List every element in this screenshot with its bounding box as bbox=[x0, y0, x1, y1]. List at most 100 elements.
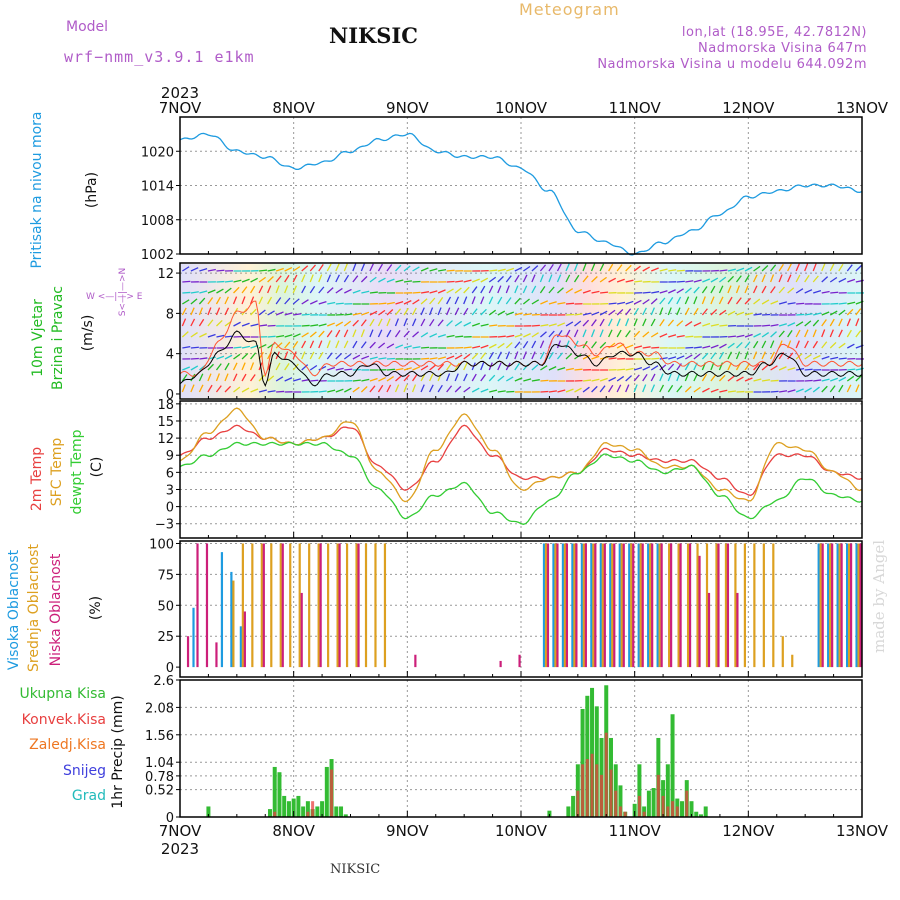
wind-barb bbox=[480, 344, 489, 349]
wind-barb bbox=[642, 318, 647, 327]
wind-barb bbox=[369, 329, 374, 338]
wind-barb bbox=[608, 342, 616, 349]
x-tick-label-top: 11NOV bbox=[609, 99, 662, 117]
wind-barb bbox=[514, 285, 519, 294]
wind-barb bbox=[667, 363, 675, 371]
wind-barb bbox=[258, 374, 265, 382]
wind-barb bbox=[182, 291, 191, 294]
y-tick-label: 0 bbox=[166, 661, 174, 676]
total-precip-bar bbox=[703, 806, 708, 817]
mid-cloud-bar bbox=[592, 543, 595, 668]
wind-barb bbox=[855, 264, 863, 272]
wind-barb bbox=[574, 387, 582, 393]
total-precip-bar bbox=[632, 803, 637, 817]
wind-barb bbox=[599, 377, 608, 382]
total-precip-bar bbox=[689, 801, 694, 817]
conv-precip-bar bbox=[656, 774, 660, 817]
cloud-unit: (%) bbox=[88, 596, 104, 620]
mid-cloud-bar bbox=[762, 543, 765, 668]
year-label-bottom: 2023 bbox=[161, 840, 199, 858]
wind-barb bbox=[275, 362, 281, 371]
wind-barb bbox=[463, 279, 472, 283]
wind-barb bbox=[676, 355, 685, 360]
wind-barb bbox=[600, 291, 609, 294]
mid-cloud-bar bbox=[582, 543, 585, 668]
x-tick-label-top: 12NOV bbox=[722, 99, 775, 117]
wind-barb bbox=[412, 280, 421, 283]
wind-barb bbox=[301, 351, 306, 360]
low-cloud-bar bbox=[698, 555, 701, 668]
wind-barb bbox=[634, 345, 643, 349]
wind-barb bbox=[761, 265, 769, 272]
wind-barb bbox=[625, 318, 630, 327]
wind-barb bbox=[216, 319, 223, 327]
wind-barb bbox=[190, 291, 199, 294]
wind-barb bbox=[727, 268, 736, 272]
wind-barb bbox=[360, 329, 365, 338]
low-cloud-bar bbox=[660, 543, 663, 668]
wind-barb bbox=[497, 335, 506, 338]
low-cloud-bar bbox=[670, 543, 673, 668]
wind-barb bbox=[190, 267, 199, 272]
wind-barb bbox=[292, 333, 301, 338]
mid-cloud-bar bbox=[658, 543, 661, 668]
wind-barb bbox=[198, 373, 204, 382]
wind-barb bbox=[846, 329, 852, 338]
wind-barb bbox=[761, 274, 766, 283]
wind-barb bbox=[702, 322, 711, 327]
high-cloud-bar bbox=[220, 552, 224, 668]
wind-barb bbox=[821, 276, 829, 283]
wind-barb bbox=[309, 285, 316, 294]
wind-barb bbox=[616, 384, 622, 393]
wind-barb bbox=[215, 296, 221, 305]
total-precip-bar bbox=[296, 795, 301, 817]
wind-barb bbox=[284, 266, 293, 272]
wind-barb bbox=[395, 375, 402, 382]
wind-barb bbox=[344, 313, 353, 316]
low-cloud-bar bbox=[565, 543, 569, 668]
wind-barb bbox=[838, 277, 847, 283]
wind-barb bbox=[454, 296, 460, 305]
wind-barb bbox=[505, 342, 513, 349]
dewpt-temp-line bbox=[179, 441, 863, 525]
wind-barb bbox=[361, 378, 370, 382]
wind-barb bbox=[701, 352, 709, 360]
mid-cloud-bar bbox=[734, 543, 737, 668]
wind-barb bbox=[557, 301, 566, 305]
wind-barb bbox=[463, 386, 471, 393]
total-precip-bar bbox=[651, 788, 656, 817]
wind-barb bbox=[395, 367, 404, 371]
mid-cloud-bar bbox=[772, 543, 775, 668]
wind-barb bbox=[438, 269, 447, 272]
wind-barb bbox=[539, 340, 545, 349]
wind-barb bbox=[216, 355, 225, 360]
wind-barb bbox=[250, 308, 257, 316]
wind-barb bbox=[514, 363, 520, 371]
wind-barb bbox=[437, 356, 447, 360]
wind-barb bbox=[693, 321, 702, 327]
conv-precip-bar bbox=[685, 790, 689, 817]
wind-barb bbox=[420, 298, 428, 305]
wind-barb bbox=[608, 302, 617, 305]
wind-barb bbox=[190, 365, 199, 371]
total-precip-bar bbox=[282, 795, 287, 817]
wind-barb bbox=[582, 289, 591, 294]
wind-barb bbox=[573, 340, 579, 349]
wind-barb bbox=[190, 373, 196, 382]
low-cloud-bar bbox=[414, 654, 417, 668]
wind-barb bbox=[335, 302, 344, 305]
wind-barb bbox=[590, 263, 596, 272]
wind-barb bbox=[650, 373, 656, 382]
wind-barb bbox=[420, 318, 426, 327]
wind-barb bbox=[574, 368, 583, 371]
wind-barb bbox=[522, 340, 529, 349]
total-precip-bar bbox=[334, 806, 339, 817]
wind-barb bbox=[608, 376, 617, 382]
sfc-temp-label: SFC Temp bbox=[49, 438, 65, 507]
wind-barb bbox=[369, 385, 376, 393]
wind-barb bbox=[838, 357, 847, 360]
wind-barb bbox=[753, 378, 762, 382]
conv-precip-bar bbox=[576, 790, 580, 817]
y-tick-label: 12 bbox=[157, 432, 174, 447]
wind-barb bbox=[327, 322, 335, 327]
